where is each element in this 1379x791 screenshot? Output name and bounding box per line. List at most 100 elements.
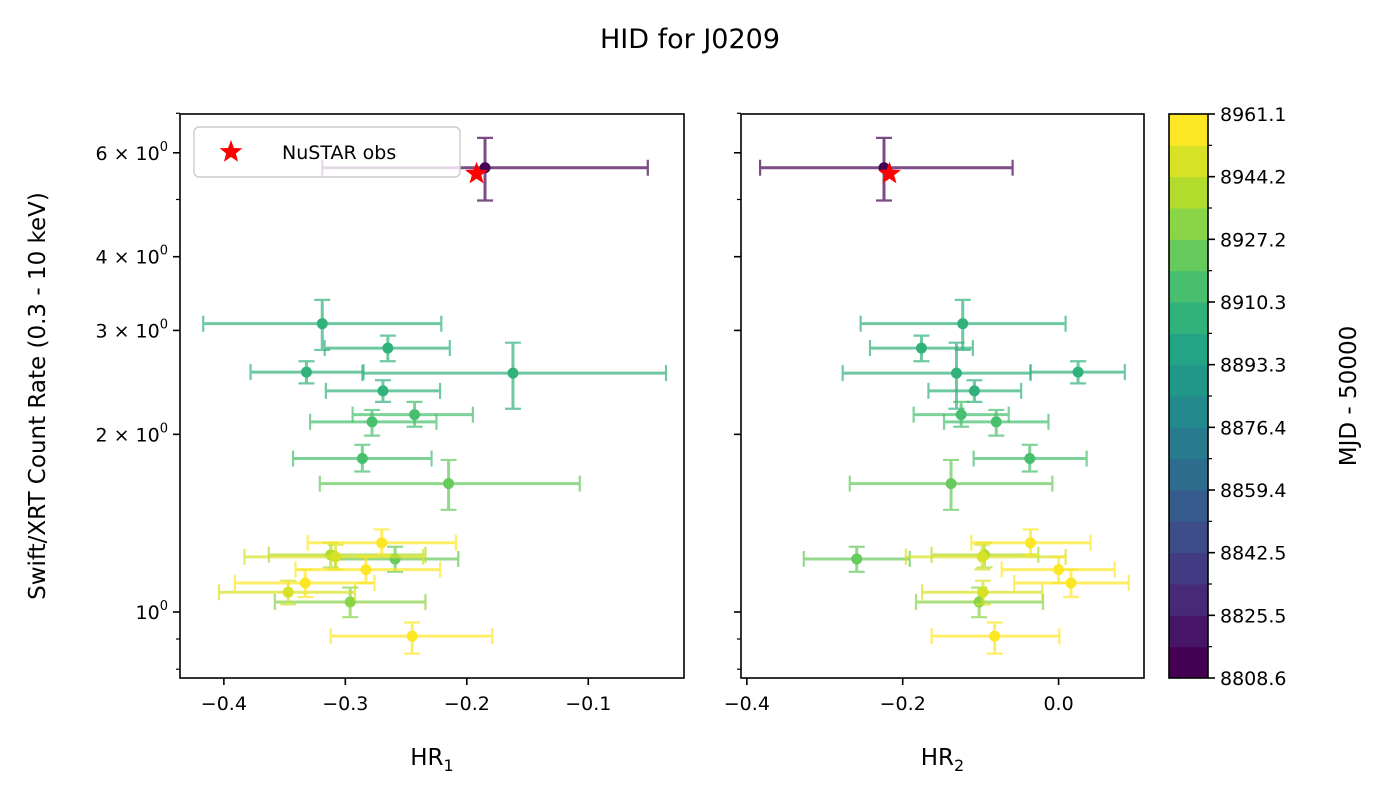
panel-2: −0.4 −0.2 0.0 HR2 — [724, 112, 1145, 775]
colorbar-tick-label: 8961.1 — [1220, 104, 1286, 126]
data-marker — [955, 409, 967, 421]
x-axis-label: HR2 — [921, 745, 964, 775]
data-point — [291, 443, 433, 473]
colorbar-tick-label: 8842.5 — [1220, 543, 1286, 565]
data-point — [243, 543, 425, 571]
data-point — [904, 543, 1067, 571]
colorbar-band — [1169, 145, 1208, 178]
axes-frame — [740, 113, 1145, 679]
data-marker — [344, 596, 356, 608]
y-tick-label: 2 × 100 — [95, 421, 168, 446]
data-point — [1000, 555, 1116, 585]
colorbar-band — [1169, 646, 1208, 679]
data-point — [1013, 568, 1130, 599]
data-marker — [330, 551, 342, 563]
data-marker — [990, 416, 1002, 428]
data-point — [233, 568, 376, 599]
data-point — [323, 334, 451, 363]
colorbar-band — [1169, 208, 1208, 240]
colorbar-band — [1169, 615, 1208, 648]
data-point — [841, 341, 1032, 410]
colorbar-band — [1169, 490, 1208, 522]
colorbar-tick-label: 8859.4 — [1220, 480, 1286, 502]
colorbar-band — [1169, 333, 1208, 366]
colorbar-band — [1169, 458, 1208, 491]
colorbar-tick-label: 8808.6 — [1220, 668, 1286, 690]
legend: NuSTAR obs — [193, 126, 461, 178]
data-point — [972, 443, 1088, 473]
data-marker — [1072, 366, 1084, 378]
nustar-star-marker — [465, 161, 488, 184]
data-point — [329, 621, 494, 655]
data-point — [921, 579, 1044, 606]
y-tick-label: 4 × 100 — [95, 244, 168, 269]
data-marker — [443, 478, 455, 490]
colorbar-band — [1169, 552, 1208, 585]
data-marker — [968, 385, 980, 397]
data-marker — [409, 409, 421, 421]
data-point — [294, 555, 442, 585]
colorbar-tick-label: 8825.5 — [1220, 605, 1286, 627]
data-point — [273, 586, 427, 619]
y-tick-label: 6 × 100 — [95, 140, 168, 165]
data-marker — [1024, 453, 1036, 465]
data-point — [1029, 360, 1126, 385]
x-tick-label: −0.4 — [724, 693, 770, 715]
colorbar-band — [1169, 364, 1208, 397]
colorbar-band — [1169, 302, 1208, 334]
colorbar-tick-label: 8927.2 — [1220, 229, 1286, 251]
data-marker — [300, 366, 312, 378]
legend-frame — [193, 126, 461, 178]
colorbar-tick-label: 8893.3 — [1220, 355, 1286, 377]
x-tick-label: −0.1 — [565, 693, 611, 715]
colorbar-tick-label: 8910.3 — [1220, 292, 1286, 314]
data-point — [927, 379, 1023, 403]
x-tick-label: −0.2 — [444, 693, 490, 715]
data-marker — [950, 367, 962, 379]
data-point — [970, 528, 1092, 556]
y-tick-label: 100 — [136, 599, 168, 624]
legend-label: NuSTAR obs — [282, 142, 396, 164]
chart-title: HID for J0209 — [600, 24, 780, 55]
colorbar-band — [1169, 239, 1208, 272]
colorbar-band — [1169, 584, 1208, 616]
data-marker — [299, 577, 311, 589]
data-point — [318, 458, 581, 511]
data-point — [848, 458, 1054, 511]
data-marker — [382, 342, 394, 354]
data-marker — [915, 342, 927, 354]
data-marker — [1053, 564, 1065, 576]
data-point — [217, 579, 357, 606]
data-point — [324, 379, 442, 403]
data-point — [912, 400, 1010, 428]
colorbar-band — [1169, 427, 1208, 460]
y-tick-label: 3 × 100 — [95, 317, 168, 342]
colorbar-band — [1169, 270, 1208, 303]
data-point — [351, 400, 474, 428]
panel-1: −0.4 −0.3 −0.2 −0.1 HR1 6 × 100 4 × 100 3 × 100… — [95, 112, 685, 775]
x-tick-label: 0.0 — [1043, 693, 1073, 715]
data-marker — [977, 586, 989, 598]
data-marker — [507, 367, 519, 379]
x-tick-label: −0.2 — [880, 693, 926, 715]
legend-star-icon — [219, 140, 243, 162]
data-point — [758, 136, 1014, 202]
colorbar: 8808.6 8825.5 8842.5 8859.4 8876.4 8893.3 8910… — [1168, 104, 1362, 690]
x-tick-label: −0.3 — [322, 693, 368, 715]
data-marker — [1065, 577, 1077, 589]
colorbar-band — [1169, 114, 1208, 146]
data-marker — [1025, 537, 1037, 549]
data-marker — [976, 551, 988, 563]
data-marker — [851, 553, 863, 565]
data-point — [249, 360, 365, 385]
data-point — [306, 528, 457, 556]
colorbar-band — [1169, 521, 1208, 554]
data-marker — [356, 453, 368, 465]
data-marker — [282, 586, 294, 598]
y-axis-label: Swift/XRT Count Rate (0.3 - 10 keV) — [25, 192, 51, 600]
data-marker — [989, 630, 1001, 642]
x-tick-label: −0.4 — [201, 693, 247, 715]
colorbar-band — [1169, 396, 1208, 428]
colorbar-tick-label: 8876.4 — [1220, 417, 1286, 439]
